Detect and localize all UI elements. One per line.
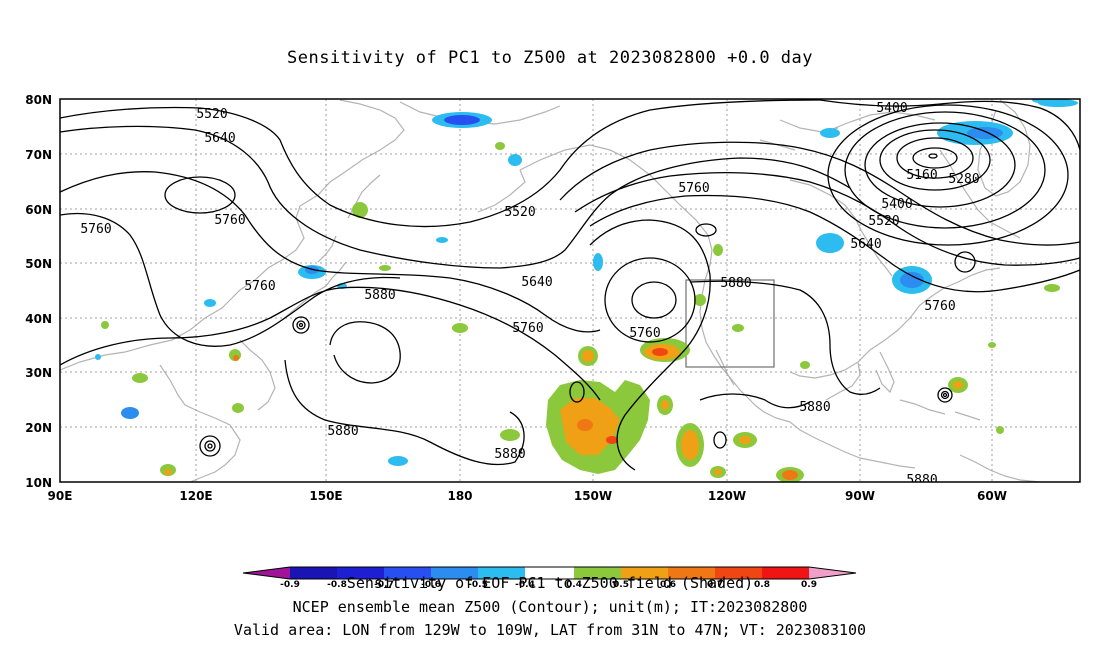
colorbar-segment [290, 567, 337, 579]
colorbar-tick: -0.9 [280, 580, 300, 590]
colorbar-segment [715, 567, 762, 579]
lon-label: 180 [447, 489, 472, 503]
contour-label: 5880 [364, 288, 395, 303]
contour-label: 5880 [906, 473, 937, 488]
shaded-sensitivity [95, 99, 1078, 482]
lat-label: 60N [25, 203, 52, 217]
lat-label: 70N [25, 148, 52, 162]
footer-caption: Sensitivity of EOF PC1 to Z500 field (Sh… [346, 574, 754, 592]
colorbar-tick: 0.6 [660, 580, 676, 590]
plot-frame [59, 98, 1081, 483]
contour-labels: 5520 5640 5760 5760 5760 5880 5640 5520 … [80, 101, 979, 488]
contour-label: 5640 [850, 237, 881, 252]
contour-label: 5400 [876, 101, 907, 116]
contour-label: 5760 [214, 213, 245, 228]
colorbar-tick: -0.8 [327, 580, 347, 590]
colorbar-tick: -0.6 [421, 580, 441, 590]
z500-contours [60, 99, 1080, 471]
contour-label: 5520 [504, 205, 535, 220]
colorbar-end-right [809, 567, 856, 579]
contour-label: 5400 [881, 197, 912, 212]
contour-label: 5640 [204, 131, 235, 146]
colorbar-segment [525, 567, 574, 579]
colorbar-tick: 0.4 [566, 580, 582, 590]
contour-label: 5280 [948, 172, 979, 187]
contour-label: 5760 [512, 321, 543, 336]
lon-label: 150E [309, 489, 342, 503]
colorbar-segment [478, 567, 525, 579]
colorbar-segment [337, 567, 384, 579]
colorbar-segment [621, 567, 668, 579]
lon-label: 120W [708, 489, 746, 503]
colorbar-tick: 0.8 [754, 580, 770, 590]
contour-label: 5760 [924, 299, 955, 314]
lon-label: 150W [574, 489, 612, 503]
lon-label: 120E [179, 489, 212, 503]
contour-label: 5880 [327, 424, 358, 439]
colorbar-segment [431, 567, 478, 579]
colorbar: -0.9 -0.8 -0.7 -0.6 -0.5 -0.4 0.4 0.5 0.… [242, 566, 857, 590]
contour-label: 5760 [80, 222, 111, 237]
chart-title: Sensitivity of PC1 to Z500 at 2023082800… [286, 48, 813, 68]
colorbar-tick: -0.7 [374, 580, 394, 590]
lat-label: 20N [25, 421, 52, 435]
colorbar-segment [668, 567, 715, 579]
contour-label: 5760 [244, 279, 275, 294]
contour-label: 5640 [521, 275, 552, 290]
lat-label: 80N [25, 93, 52, 107]
contour-label: 5880 [494, 447, 525, 462]
lat-label: 50N [25, 257, 52, 271]
lon-label: 90E [48, 489, 73, 503]
lat-label: 30N [25, 366, 52, 380]
colorbar-tick: -0.5 [468, 580, 488, 590]
contour-label: 5760 [629, 326, 660, 341]
lat-label: 40N [25, 312, 52, 326]
footer-line-valid-area: Valid area: LON from 129W to 109W, LAT f… [233, 621, 867, 639]
colorbar-end-left [243, 567, 290, 579]
contour-label: 5520 [196, 107, 227, 122]
colorbar-segment [384, 567, 431, 579]
colorbar-tick: 0.7 [707, 580, 723, 590]
colorbar-tick: 0.9 [801, 580, 817, 590]
lat-label: 10N [25, 476, 52, 490]
lon-label: 90W [845, 489, 875, 503]
colorbar-tick: -0.4 [515, 580, 535, 590]
contour-label: 5880 [799, 400, 830, 415]
contour-label: 5880 [720, 276, 751, 291]
footer-line-contour: NCEP ensemble mean Z500 (Contour); unit(… [292, 598, 808, 616]
contour-label: 5160 [906, 168, 937, 183]
contour-label: 5520 [868, 214, 899, 229]
colorbar-segment [574, 567, 621, 579]
latitude-axis: 80N 70N 60N 50N 40N 30N 20N 10N [25, 93, 52, 490]
contour-label: 5760 [678, 181, 709, 196]
longitude-axis: 90E 120E 150E 180 150W 120W 90W 60W [48, 489, 1007, 503]
colorbar-tick: 0.5 [613, 580, 629, 590]
valid-area-box [685, 279, 775, 368]
colorbar-segment [762, 567, 809, 579]
lon-label: 60W [977, 489, 1007, 503]
